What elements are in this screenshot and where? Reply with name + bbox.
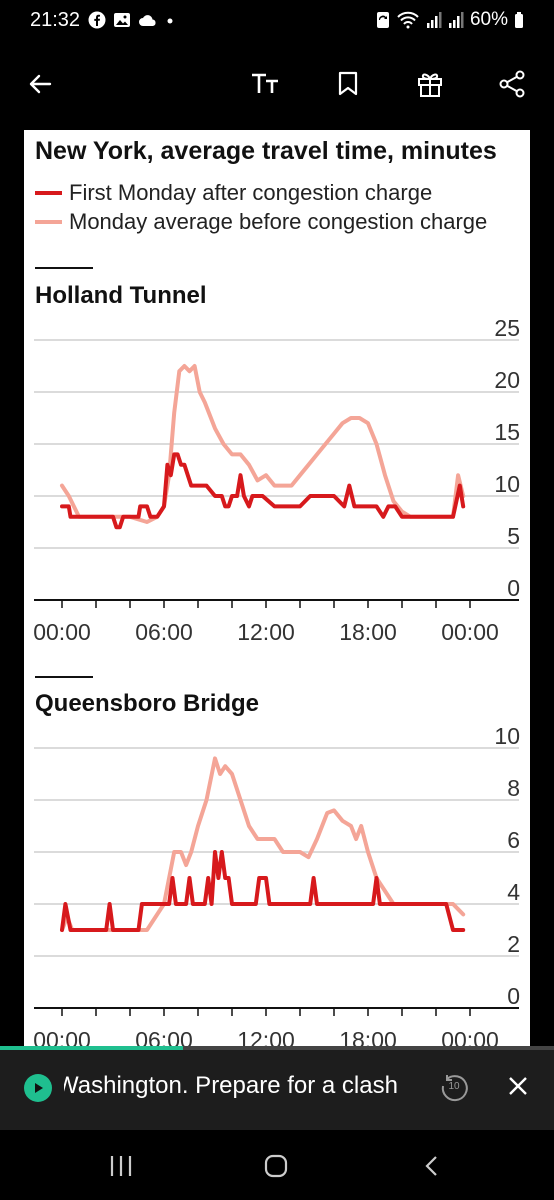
app-bar xyxy=(0,42,554,130)
chart-title: New York, average travel time, minutes xyxy=(35,137,497,165)
y-tick-label: 4 xyxy=(507,879,520,905)
sync-icon xyxy=(376,12,389,28)
facebook-icon xyxy=(88,11,106,29)
close-icon xyxy=(509,1077,527,1095)
panel-title-holland: Holland Tunnel xyxy=(35,282,207,309)
status-time: 21:32 xyxy=(30,9,81,31)
legend-item-after: First Monday after congestion charge xyxy=(35,178,530,207)
bookmark-icon[interactable] xyxy=(328,64,368,104)
signal-icon xyxy=(426,12,442,28)
x-tick-label: 06:00 xyxy=(135,619,193,645)
rewind-10-button[interactable]: 10 xyxy=(438,1072,470,1104)
y-tick-label: 2 xyxy=(507,931,520,957)
battery-icon xyxy=(515,12,523,28)
back-arrow-icon[interactable] xyxy=(20,64,60,104)
x-tick-label: 06:00 xyxy=(135,1027,193,1046)
play-icon xyxy=(35,1083,43,1093)
home-icon[interactable] xyxy=(263,1153,289,1179)
audio-player-bar[interactable]: Washington. Prepare for a clash 10 xyxy=(0,1046,554,1130)
rewind-label: 10 xyxy=(448,1081,460,1092)
x-tick-label: 00:00 xyxy=(441,1027,499,1046)
y-tick-label: 8 xyxy=(507,775,520,801)
status-bar: 21:32 60% xyxy=(0,0,554,42)
article-chart-card: New York, average travel time, minutes F… xyxy=(24,130,530,1046)
y-tick-label: 0 xyxy=(507,983,520,1009)
x-tick-label: 12:00 xyxy=(237,619,295,645)
legend-swatch-after xyxy=(35,190,62,195)
y-tick-label: 6 xyxy=(507,827,520,853)
x-tick-label: 12:00 xyxy=(237,1027,295,1046)
y-tick-label: 5 xyxy=(507,523,520,549)
audio-title: Washington. Prepare for a clash xyxy=(64,1072,412,1100)
queensboro-bridge-chart: 0 2 4 6 8 10 00:00 06:00 12:00 18:00 00:00 xyxy=(33,728,520,1046)
series-after-line xyxy=(60,850,466,932)
x-tick-label: 18:00 xyxy=(339,1027,397,1046)
legend-item-before: Monday average before congestion charge xyxy=(35,207,530,236)
dot-icon xyxy=(167,18,173,24)
y-tick-label: 15 xyxy=(494,419,520,445)
chart-legend: First Monday after congestion charge Mon… xyxy=(35,178,530,236)
gallery-icon xyxy=(114,13,130,27)
x-tick-label: 00:00 xyxy=(441,619,499,645)
signal-icon xyxy=(448,12,464,28)
y-tick-label: 20 xyxy=(494,367,520,393)
holland-tunnel-chart: 0 5 10 15 20 25 00:00 06:00 12:00 18:00 00:00 xyxy=(33,320,520,645)
y-tick-label: 10 xyxy=(494,728,520,749)
share-icon[interactable] xyxy=(492,64,532,104)
audio-progress-track xyxy=(0,1046,554,1050)
legend-label-after: First Monday after congestion charge xyxy=(69,179,433,205)
audio-title-text: Washington. Prepare for a clash xyxy=(64,1072,398,1099)
legend-swatch-before xyxy=(35,219,62,224)
y-tick-label: 0 xyxy=(507,575,520,601)
panel-title-queensboro: Queensboro Bridge xyxy=(35,690,260,717)
series-after-line xyxy=(60,452,466,530)
rewind-icon xyxy=(441,1075,468,1102)
back-icon[interactable] xyxy=(422,1154,442,1178)
audio-progress-fill xyxy=(0,1046,183,1050)
y-tick-label: 10 xyxy=(494,471,520,497)
panel-rule xyxy=(35,267,93,269)
panel-rule xyxy=(35,676,93,678)
battery-text: 60% xyxy=(469,9,508,30)
system-nav-bar xyxy=(0,1130,554,1200)
recent-apps-icon[interactable] xyxy=(108,1154,134,1178)
x-tick-label: 18:00 xyxy=(339,619,397,645)
text-size-icon[interactable] xyxy=(246,64,286,104)
y-tick-label: 25 xyxy=(494,320,520,341)
legend-label-before: Monday average before congestion charge xyxy=(69,208,488,234)
play-button[interactable] xyxy=(24,1074,52,1102)
close-player-button[interactable] xyxy=(504,1072,532,1100)
x-tick-label: 00:00 xyxy=(33,619,91,645)
x-tick-label: 00:00 xyxy=(33,1027,91,1046)
wifi-icon xyxy=(397,11,419,29)
gift-icon[interactable] xyxy=(410,64,450,104)
cloud-icon xyxy=(139,15,156,26)
